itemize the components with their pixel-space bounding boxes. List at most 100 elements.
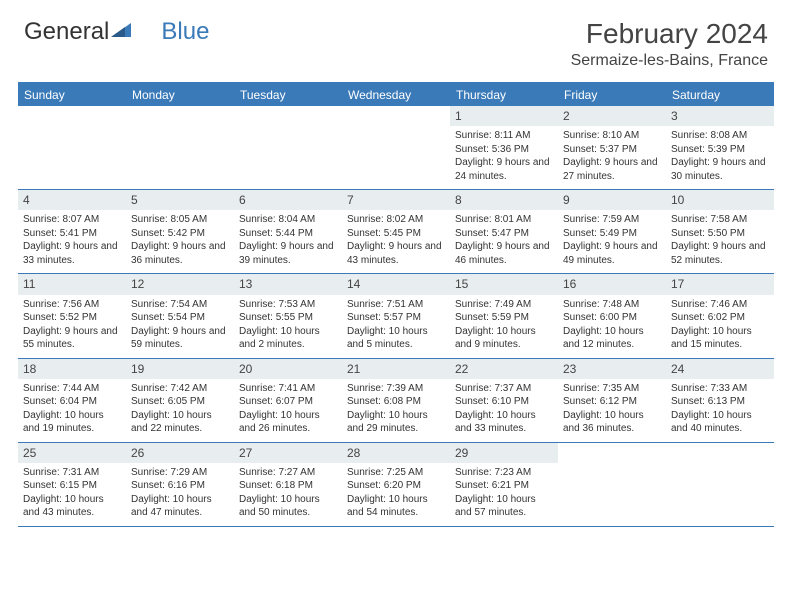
day-number: 1 xyxy=(450,106,558,126)
day-number: 6 xyxy=(234,190,342,210)
empty-day-cell xyxy=(234,106,342,189)
day-info: Sunrise: 8:04 AMSunset: 5:44 PMDaylight:… xyxy=(239,213,337,267)
empty-day-cell xyxy=(18,106,126,189)
day-cell: 16Sunrise: 7:48 AMSunset: 6:00 PMDayligh… xyxy=(558,274,666,357)
day-info: Sunrise: 7:58 AMSunset: 5:50 PMDaylight:… xyxy=(671,213,769,267)
day-number: 27 xyxy=(234,443,342,463)
day-cell: 28 Sunrise: 7:25 AMSunset: 6:20 PMDayligh… xyxy=(342,443,450,526)
day-info: Sunrise: 7:25 AMSunset: 6:20 PMDaylight:… xyxy=(347,466,445,520)
day-cell: 23Sunrise: 7:35 AMSunset: 6:12 PMDayligh… xyxy=(558,359,666,442)
day-info: Sunrise: 7:33 AMSunset: 6:13 PMDaylight:… xyxy=(671,382,769,436)
day-info: Sunrise: 7:27 AMSunset: 6:18 PMDaylight:… xyxy=(239,466,337,520)
weekday-header: Friday xyxy=(558,84,666,106)
day-number: 14 xyxy=(342,274,450,294)
day-info: Sunrise: 7:46 AMSunset: 6:02 PMDaylight:… xyxy=(671,298,769,352)
day-info: Sunrise: 7:59 AMSunset: 5:49 PMDaylight:… xyxy=(563,213,661,267)
empty-day-cell xyxy=(126,106,234,189)
day-cell: 11 Sunrise: 7:56 AMSunset: 5:52 PMDayligh… xyxy=(18,274,126,357)
location-subtitle: Sermaize-les-Bains, France xyxy=(571,52,768,70)
day-cell: 4 Sunrise: 8:07 AMSunset: 5:41 PMDaylight… xyxy=(18,190,126,273)
logo: General Blue xyxy=(24,18,209,46)
day-cell: 25 Sunrise: 7:31 AMSunset: 6:15 PMDayligh… xyxy=(18,443,126,526)
logo-triangle-icon xyxy=(111,18,133,46)
day-cell: 13Sunrise: 7:53 AMSunset: 5:55 PMDayligh… xyxy=(234,274,342,357)
month-title: February 2024 xyxy=(571,18,768,50)
day-number: 4 xyxy=(18,190,126,210)
day-number: 12 xyxy=(126,274,234,294)
day-cell: 6 Sunrise: 8:04 AMSunset: 5:44 PMDaylight… xyxy=(234,190,342,273)
day-number: 2 xyxy=(558,106,666,126)
weekday-header: Sunday xyxy=(18,84,126,106)
day-number: 7 xyxy=(342,190,450,210)
day-number: 19 xyxy=(126,359,234,379)
day-info: Sunrise: 7:35 AMSunset: 6:12 PMDaylight:… xyxy=(563,382,661,436)
day-cell: 20 Sunrise: 7:41 AMSunset: 6:07 PMDayligh… xyxy=(234,359,342,442)
weekday-header: Wednesday xyxy=(342,84,450,106)
week-row: 25 Sunrise: 7:31 AMSunset: 6:15 PMDayligh… xyxy=(18,443,774,527)
day-cell: 15 Sunrise: 7:49 AMSunset: 5:59 PMDayligh… xyxy=(450,274,558,357)
day-number: 24 xyxy=(666,359,774,379)
day-number: 26 xyxy=(126,443,234,463)
day-number: 10 xyxy=(666,190,774,210)
day-info: Sunrise: 8:07 AMSunset: 5:41 PMDaylight:… xyxy=(23,213,121,267)
day-cell: 1Sunrise: 8:11 AMSunset: 5:36 PMDaylight… xyxy=(450,106,558,189)
weekday-header: Tuesday xyxy=(234,84,342,106)
day-cell: 3 Sunrise: 8:08 AMSunset: 5:39 PMDaylight… xyxy=(666,106,774,189)
day-cell: 7 Sunrise: 8:02 AMSunset: 5:45 PMDaylight… xyxy=(342,190,450,273)
day-cell: 24 Sunrise: 7:33 AMSunset: 6:13 PMDayligh… xyxy=(666,359,774,442)
day-cell: 8 Sunrise: 8:01 AMSunset: 5:47 PMDaylight… xyxy=(450,190,558,273)
day-info: Sunrise: 7:42 AMSunset: 6:05 PMDaylight:… xyxy=(131,382,229,436)
weekday-header: Saturday xyxy=(666,84,774,106)
day-number: 25 xyxy=(18,443,126,463)
page-header: General Blue February 2024 Sermaize-les-… xyxy=(0,0,792,76)
day-number: 21 xyxy=(342,359,450,379)
day-info: Sunrise: 8:10 AMSunset: 5:37 PMDaylight:… xyxy=(563,129,661,183)
week-row: 11 Sunrise: 7:56 AMSunset: 5:52 PMDayligh… xyxy=(18,274,774,358)
day-number: 15 xyxy=(450,274,558,294)
day-info: Sunrise: 7:54 AMSunset: 5:54 PMDaylight:… xyxy=(131,298,229,352)
day-info: Sunrise: 8:01 AMSunset: 5:47 PMDaylight:… xyxy=(455,213,553,267)
weekday-header: Monday xyxy=(126,84,234,106)
day-info: Sunrise: 7:49 AMSunset: 5:59 PMDaylight:… xyxy=(455,298,553,352)
empty-day-cell xyxy=(342,106,450,189)
logo-text-1: General xyxy=(24,18,109,46)
day-number: 29 xyxy=(450,443,558,463)
day-cell: 12 Sunrise: 7:54 AMSunset: 5:54 PMDayligh… xyxy=(126,274,234,357)
day-info: Sunrise: 7:56 AMSunset: 5:52 PMDaylight:… xyxy=(23,298,121,352)
day-info: Sunrise: 7:29 AMSunset: 6:16 PMDaylight:… xyxy=(131,466,229,520)
day-cell: 18Sunrise: 7:44 AMSunset: 6:04 PMDayligh… xyxy=(18,359,126,442)
day-info: Sunrise: 7:51 AMSunset: 5:57 PMDaylight:… xyxy=(347,298,445,352)
day-info: Sunrise: 7:39 AMSunset: 6:08 PMDaylight:… xyxy=(347,382,445,436)
day-info: Sunrise: 7:23 AMSunset: 6:21 PMDaylight:… xyxy=(455,466,553,520)
day-cell: 27 Sunrise: 7:27 AMSunset: 6:18 PMDayligh… xyxy=(234,443,342,526)
day-cell: 14 Sunrise: 7:51 AMSunset: 5:57 PMDayligh… xyxy=(342,274,450,357)
day-cell: 29 Sunrise: 7:23 AMSunset: 6:21 PMDayligh… xyxy=(450,443,558,526)
day-cell: 21 Sunrise: 7:39 AMSunset: 6:08 PMDayligh… xyxy=(342,359,450,442)
week-row: 18Sunrise: 7:44 AMSunset: 6:04 PMDayligh… xyxy=(18,359,774,443)
week-row: 4 Sunrise: 8:07 AMSunset: 5:41 PMDaylight… xyxy=(18,190,774,274)
empty-day-cell xyxy=(666,443,774,526)
day-number: 11 xyxy=(18,274,126,294)
day-info: Sunrise: 8:02 AMSunset: 5:45 PMDaylight:… xyxy=(347,213,445,267)
day-cell: 10 Sunrise: 7:58 AMSunset: 5:50 PMDayligh… xyxy=(666,190,774,273)
day-cell: 22Sunrise: 7:37 AMSunset: 6:10 PMDayligh… xyxy=(450,359,558,442)
day-number: 16 xyxy=(558,274,666,294)
day-cell: 9 Sunrise: 7:59 AMSunset: 5:49 PMDaylight… xyxy=(558,190,666,273)
day-number: 13 xyxy=(234,274,342,294)
day-number: 8 xyxy=(450,190,558,210)
day-cell: 26 Sunrise: 7:29 AMSunset: 6:16 PMDayligh… xyxy=(126,443,234,526)
day-cell: 17 Sunrise: 7:46 AMSunset: 6:02 PMDayligh… xyxy=(666,274,774,357)
logo-text-2: Blue xyxy=(161,18,209,46)
day-cell: 2 Sunrise: 8:10 AMSunset: 5:37 PMDaylight… xyxy=(558,106,666,189)
day-number: 17 xyxy=(666,274,774,294)
day-number: 20 xyxy=(234,359,342,379)
empty-day-cell xyxy=(558,443,666,526)
day-number: 28 xyxy=(342,443,450,463)
day-info: Sunrise: 7:31 AMSunset: 6:15 PMDaylight:… xyxy=(23,466,121,520)
day-number: 9 xyxy=(558,190,666,210)
day-number: 5 xyxy=(126,190,234,210)
day-info: Sunrise: 8:08 AMSunset: 5:39 PMDaylight:… xyxy=(671,129,769,183)
weekday-header-row: SundayMondayTuesdayWednesdayThursdayFrid… xyxy=(18,84,774,106)
day-info: Sunrise: 7:41 AMSunset: 6:07 PMDaylight:… xyxy=(239,382,337,436)
day-number: 3 xyxy=(666,106,774,126)
